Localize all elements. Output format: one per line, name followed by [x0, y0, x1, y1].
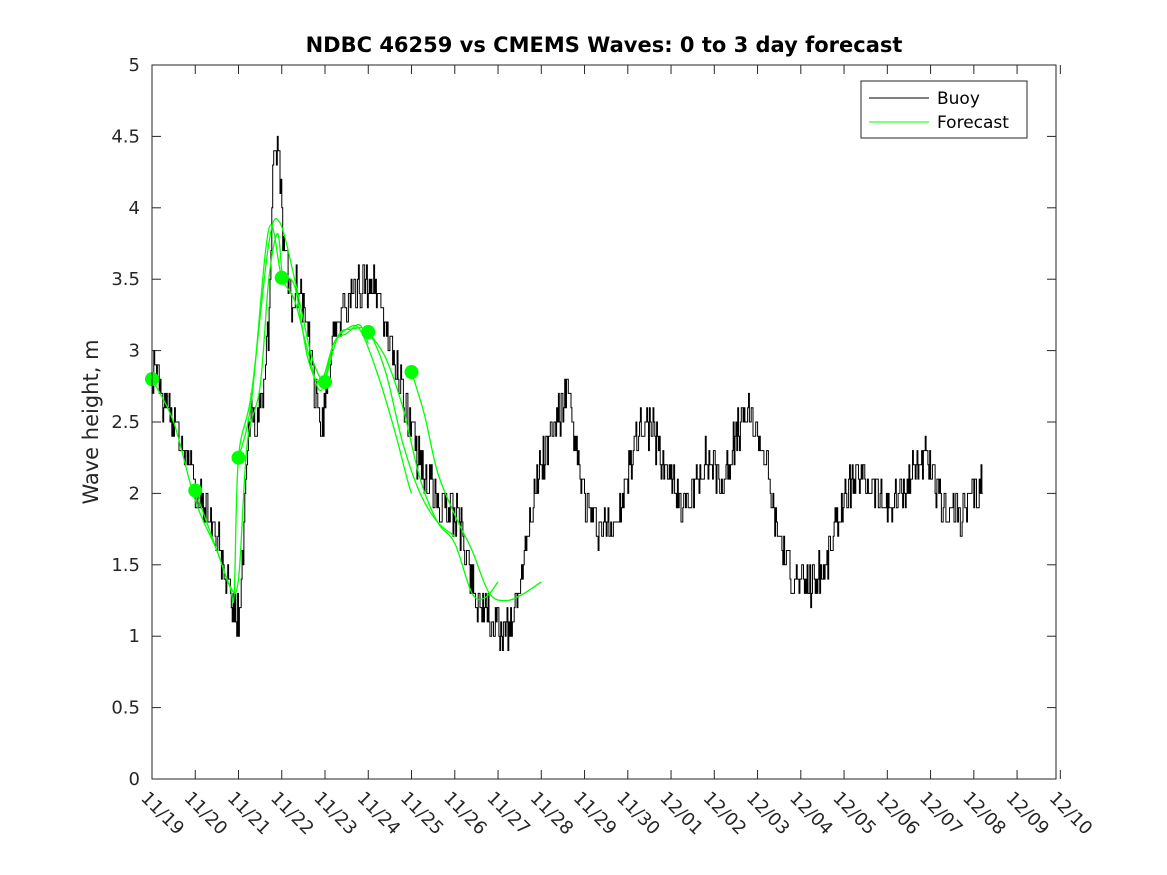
x-tick-label: 11/27 — [482, 788, 534, 840]
chart-title: NDBC 46259 vs CMEMS Waves: 0 to 3 day fo… — [306, 33, 903, 57]
y-tick-labels: 0 0.5 1 1.5 2 2.5 3 3.5 4 4.5 5 — [111, 55, 140, 790]
legend-label-forecast: Forecast — [937, 113, 1009, 133]
plot-area — [152, 65, 1056, 779]
y-tick-label: 2 — [129, 483, 140, 504]
forecast-series-line-7 — [410, 371, 542, 602]
plot-frame — [151, 64, 1057, 780]
forecast-marker — [361, 325, 376, 340]
forecast-marker — [318, 375, 333, 390]
y-tick-label: 4 — [129, 198, 140, 219]
forecast-series-line-2 — [194, 218, 326, 604]
x-tick-label: 12/08 — [958, 788, 1010, 840]
x-tick-label: 12/10 — [1045, 788, 1097, 840]
y-tick-label: 1.5 — [111, 555, 140, 576]
x-tick-label: 12/07 — [915, 788, 967, 840]
x-tick-label: 12/01 — [656, 788, 708, 840]
x-tick-label: 11/24 — [353, 788, 405, 840]
x-tick-label: 11/22 — [266, 788, 318, 840]
y-tick-label: 5 — [129, 55, 140, 76]
x-tick-label: 11/25 — [396, 788, 448, 840]
x-tick-label: 11/19 — [136, 788, 188, 840]
y-tick-label: 0 — [129, 769, 140, 790]
x-tick-labels: 11/1911/2011/2111/2211/2311/2411/2511/26… — [136, 788, 1096, 840]
x-tick-label: 11/26 — [439, 788, 491, 840]
forecast-series-line-6 — [367, 331, 499, 601]
forecast-marker — [188, 483, 203, 498]
x-tick-label: 11/29 — [569, 788, 621, 840]
y-tick-label: 0.5 — [111, 698, 140, 719]
legend: Buoy Forecast — [860, 80, 1028, 139]
forecast-marker — [404, 365, 419, 380]
legend-label-buoy: Buoy — [937, 89, 980, 109]
x-tick-label: 12/05 — [829, 788, 881, 840]
y-tick-label: 3.5 — [111, 269, 140, 290]
x-tick-label: 12/06 — [872, 788, 924, 840]
x-tick-label: 12/04 — [785, 788, 837, 840]
x-tick-label: 11/28 — [526, 788, 578, 840]
y-tick-label: 3 — [129, 341, 140, 362]
forecast-marker — [274, 270, 289, 285]
y-tick-label: 2.5 — [111, 412, 140, 433]
forecast-series-line-5 — [324, 327, 456, 537]
x-tick-label: 12/02 — [699, 788, 751, 840]
y-tick-label: 4.5 — [111, 126, 140, 147]
x-tick-label: 11/23 — [309, 788, 361, 840]
series-layer — [145, 135, 983, 651]
legend-box — [860, 80, 1028, 139]
forecast-marker — [231, 450, 246, 465]
forecast-series-line-1 — [151, 232, 283, 595]
x-tick-label: 11/30 — [612, 788, 664, 840]
x-tick-label: 11/20 — [180, 788, 232, 840]
y-tick-label: 1 — [129, 626, 140, 647]
x-tick-label: 12/09 — [1002, 788, 1054, 840]
buoy-series-line — [152, 135, 983, 651]
y-axis-label: Wave height, m — [79, 339, 103, 504]
x-tick-label: 12/03 — [742, 788, 794, 840]
x-tick-label: 11/21 — [223, 788, 275, 840]
